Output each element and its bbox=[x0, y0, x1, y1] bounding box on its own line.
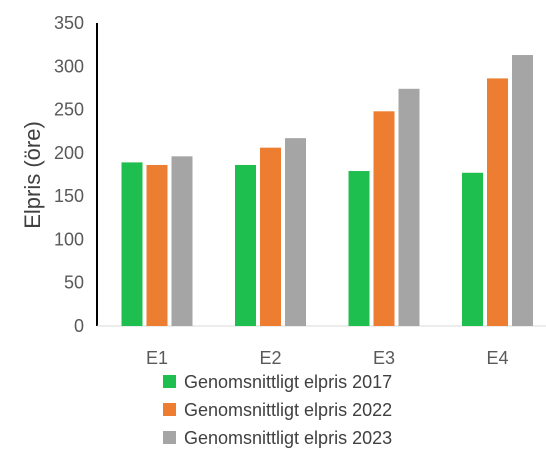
bar bbox=[487, 78, 508, 326]
y-tick-label: 200 bbox=[54, 143, 84, 163]
y-tick-label: 250 bbox=[54, 100, 84, 120]
x-tick-label: E1 bbox=[146, 348, 168, 368]
bar bbox=[285, 138, 306, 326]
bar bbox=[171, 156, 193, 326]
y-axis-title: Elpris (öre) bbox=[20, 121, 45, 229]
bar bbox=[121, 162, 143, 326]
x-tick-label: E2 bbox=[259, 348, 281, 368]
legend-swatch bbox=[163, 431, 176, 444]
legend-label: Genomsnittligt elpris 2023 bbox=[184, 428, 392, 448]
plot-area: 0 50 100 150 200 250 300 350 E1 E2 E3 E4 bbox=[54, 13, 546, 368]
y-tick-label: 300 bbox=[54, 56, 84, 76]
legend-swatch bbox=[163, 403, 176, 416]
y-tick-label: 150 bbox=[54, 186, 84, 206]
legend-swatch bbox=[163, 375, 176, 388]
y-tick-label: 50 bbox=[64, 273, 84, 293]
bar bbox=[398, 88, 420, 327]
bar bbox=[462, 172, 483, 326]
bar bbox=[260, 147, 281, 326]
bar bbox=[512, 55, 533, 326]
legend-label: Genomsnittligt elpris 2022 bbox=[184, 400, 392, 420]
y-tick-label: 100 bbox=[54, 229, 84, 249]
y-tick-label: 350 bbox=[54, 13, 84, 33]
bar bbox=[373, 111, 395, 326]
bar bbox=[146, 164, 168, 326]
bar bbox=[348, 171, 370, 326]
legend-label: Genomsnittligt elpris 2017 bbox=[184, 372, 392, 392]
legend: Genomsnittligt elpris 2017 Genomsnittligt… bbox=[163, 372, 392, 448]
y-tick-label: 0 bbox=[74, 316, 84, 336]
x-tick-label: E3 bbox=[373, 348, 395, 368]
bar bbox=[235, 164, 256, 326]
x-tick-label: E4 bbox=[486, 348, 508, 368]
